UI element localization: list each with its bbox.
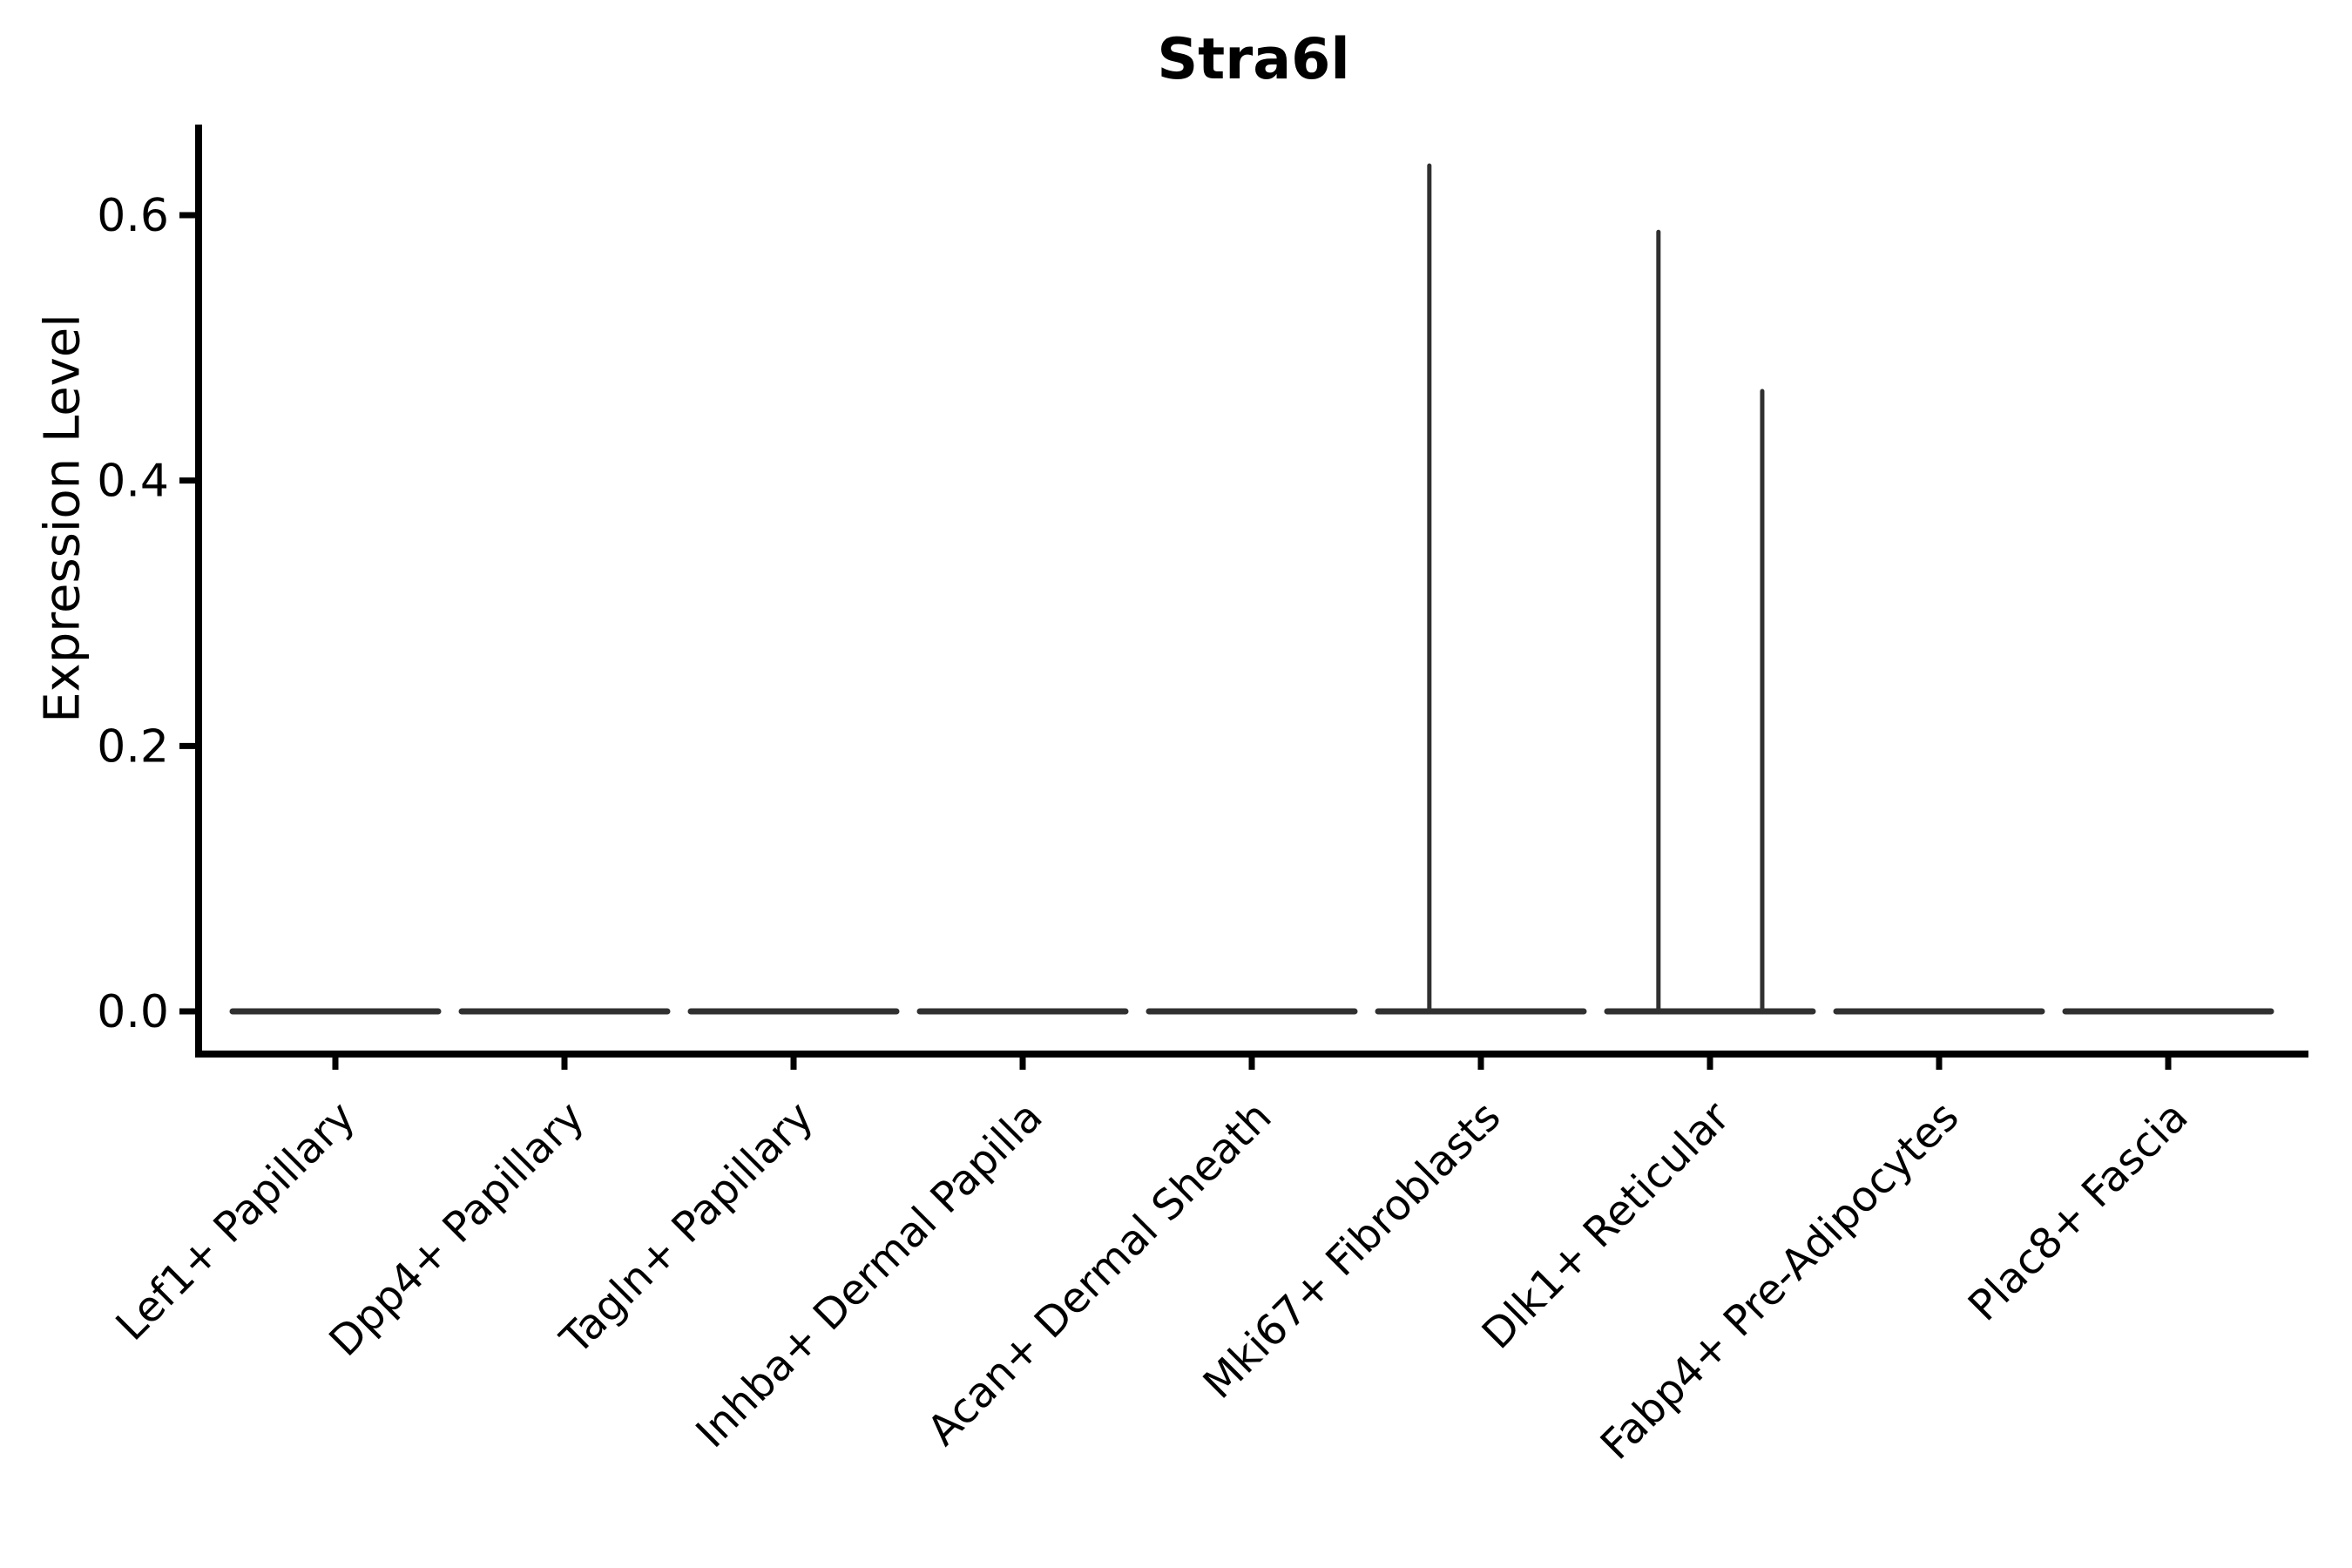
y-tick-label: 0.6 — [97, 190, 169, 242]
y-tick-label: 0.2 — [97, 720, 169, 773]
x-tick-label: Dpp4+ Papillary — [320, 1092, 593, 1366]
x-tick-label: Plac8+ Fascia — [1959, 1092, 2198, 1331]
y-tick-label: 0.4 — [97, 456, 169, 508]
x-tick-label: Lef1+ Papillary — [107, 1092, 365, 1350]
chart-title: Stra6l — [1157, 27, 1350, 92]
x-tick-label: Tagln+ Papillary — [551, 1092, 822, 1364]
x-tick-label: Dlk1+ Reticular — [1473, 1092, 1740, 1359]
y-tick-label: 0.0 — [97, 986, 169, 1038]
